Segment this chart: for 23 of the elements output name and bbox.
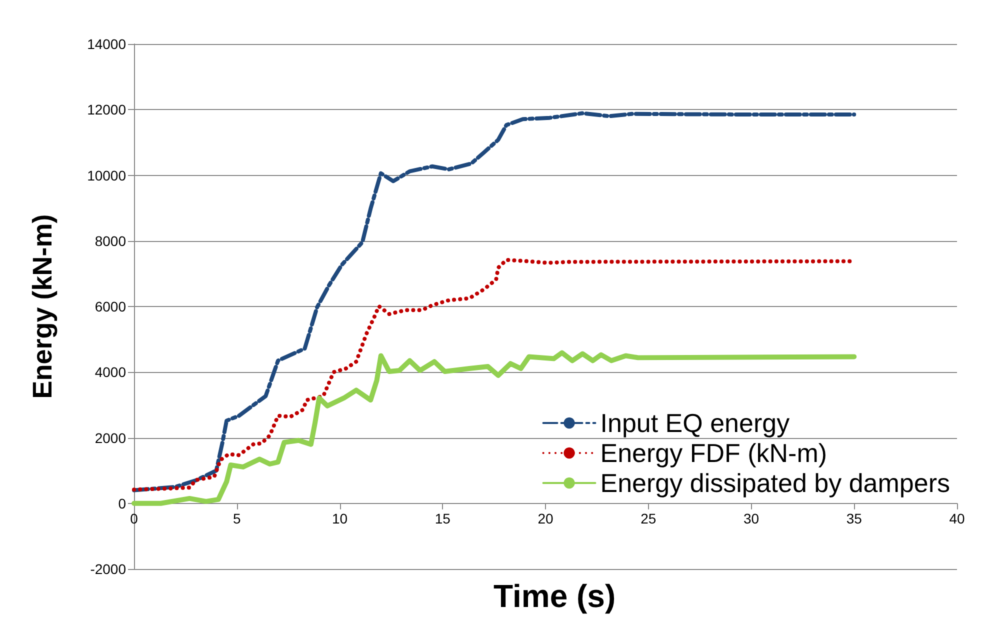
y-tick-label: 6000 (94, 298, 126, 314)
x-tick-label: 5 (232, 510, 241, 526)
y-tick-label: 4000 (94, 364, 126, 380)
x-tick-label: 30 (743, 510, 760, 526)
x-tick-label: 20 (538, 510, 554, 526)
legend-label: Energy FDF (kN-m) (600, 438, 828, 468)
y-tick-label: 0 (118, 495, 126, 512)
x-tick-label: 10 (332, 510, 348, 526)
x-tick-label: 25 (640, 510, 656, 526)
legend-label: Energy dissipated by dampers (600, 468, 950, 498)
y-tick-label: 10000 (87, 167, 126, 184)
y-tick-label: -2000 (90, 561, 126, 577)
x-axis-title: Time (s) (494, 578, 616, 614)
x-tick-label: 15 (434, 510, 451, 526)
y-tick-label: 14000 (87, 36, 126, 52)
y-tick-label: 12000 (87, 102, 126, 118)
x-tick-label: 0 (130, 510, 138, 526)
x-tick-label: 35 (846, 510, 862, 526)
x-tick-label: 40 (949, 510, 965, 526)
y-tick-label: 2000 (94, 430, 126, 446)
y-tick-label: 8000 (94, 232, 126, 249)
legend-label: Input EQ energy (600, 408, 790, 438)
y-axis-title: Energy (kN-m) (28, 214, 58, 399)
